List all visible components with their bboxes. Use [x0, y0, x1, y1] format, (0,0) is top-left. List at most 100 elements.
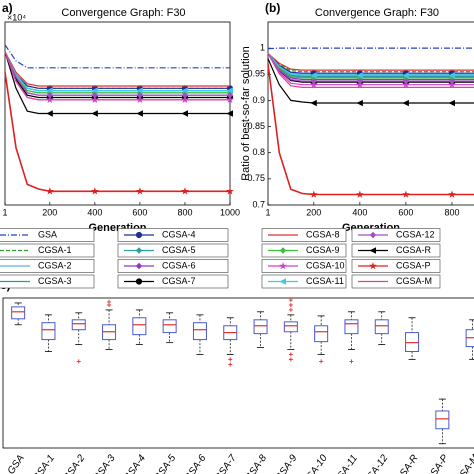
marker	[181, 92, 189, 99]
legend-entry-box	[117, 274, 229, 289]
marker	[279, 262, 287, 270]
x-tick-label: CGSA-9	[269, 453, 300, 474]
marker	[181, 110, 188, 117]
series-line	[267, 52, 474, 71]
marker	[91, 110, 98, 117]
marker	[136, 87, 143, 94]
outlier	[288, 357, 293, 362]
x-tick-label: CGSA-10	[296, 453, 330, 474]
outlier	[228, 357, 233, 362]
x-tick-label: CGSA-2	[57, 453, 88, 474]
plot-frame	[267, 21, 474, 206]
x-tick-label: CGSA-8	[239, 453, 270, 474]
box	[253, 319, 268, 335]
legend-entry-box	[117, 259, 229, 273]
marker	[402, 99, 409, 107]
legend-entry-box	[0, 243, 95, 258]
box	[192, 322, 207, 341]
outlier	[288, 307, 293, 312]
marker	[448, 72, 455, 79]
legend-label: CGSA-M	[396, 276, 432, 286]
outlier	[76, 359, 81, 364]
x-tick-label: GSA	[6, 453, 27, 474]
box	[283, 321, 298, 333]
legend-entry-box	[351, 228, 441, 242]
axis-multiplier: ×10⁴	[7, 12, 26, 22]
box	[41, 322, 56, 341]
marker	[46, 92, 54, 99]
legend-label: CGSA-10	[306, 260, 345, 270]
line-panel: (b) Convergence Graph: F30GenerationRatio…	[240, 1, 474, 234]
x-tick-label: 800	[177, 207, 192, 217]
box	[71, 319, 86, 331]
box	[162, 319, 177, 334]
marker	[226, 110, 233, 117]
marker	[181, 187, 189, 195]
x-tick-label: 400	[352, 207, 367, 217]
marker	[46, 87, 53, 94]
x-tick-label: 200	[306, 207, 321, 217]
panel-label: (b)	[265, 1, 280, 15]
x-tick-label: CGSA-5	[148, 453, 179, 474]
marker	[369, 262, 377, 270]
x-tick-label: CGSA-1	[27, 453, 57, 474]
x-tick-label: CGSA-4	[118, 453, 149, 474]
chart-title: Convergence Graph: F30	[315, 7, 439, 19]
marker	[310, 72, 317, 79]
y-tick-label: 0.95	[247, 69, 265, 79]
marker	[310, 99, 317, 107]
legend-label: CGSA-12	[396, 229, 435, 239]
marker	[310, 77, 318, 85]
marker	[448, 80, 456, 88]
legend-label: CGSA-4	[162, 229, 196, 239]
marker	[181, 87, 188, 94]
legend-label: CGSA-R	[396, 245, 432, 255]
x-tick-label: 1	[2, 207, 7, 217]
x-tick-label: 1	[265, 207, 270, 217]
y-tick-label: 0.85	[247, 121, 265, 131]
x-tick-label: CGSA-12	[357, 453, 391, 474]
marker	[310, 190, 318, 198]
legend-entry-box	[0, 259, 95, 273]
series-line	[4, 51, 230, 87]
marker	[448, 99, 455, 107]
legend-label: CGSA-7	[162, 276, 196, 286]
x-tick-label: 400	[87, 207, 102, 217]
marker	[356, 72, 363, 79]
y-tick-label: 0.75	[247, 173, 265, 183]
x-tick-label: 600	[398, 207, 413, 217]
marker	[448, 190, 456, 198]
x-tick-label: 600	[132, 207, 147, 217]
marker	[402, 190, 410, 198]
x-tick-label: 1000	[220, 207, 240, 217]
box	[314, 325, 329, 343]
box	[132, 317, 147, 336]
plot-frame	[2, 297, 474, 449]
marker	[356, 80, 364, 88]
x-tick-label: CGSA-P	[420, 453, 451, 474]
legend-label: CGSA-2	[38, 260, 72, 270]
marker	[279, 278, 286, 285]
panel-label: a)	[2, 1, 13, 15]
marker	[46, 187, 54, 195]
box-panel: c)GSACGSA-1CGSA-2CGSA-3CGSA-4CGSA-5CGSA-…	[0, 278, 474, 474]
marker	[448, 77, 456, 85]
outlier	[288, 302, 293, 307]
legend-entry-box	[351, 274, 441, 289]
legend-label: CGSA-9	[306, 245, 340, 255]
x-tick-label: CGSA-6	[178, 453, 209, 474]
x-tick-label: CGSA-3	[87, 453, 118, 474]
legend-label: GSA	[38, 229, 57, 239]
legend-entry-box	[117, 228, 229, 242]
marker	[135, 262, 143, 270]
outlier	[349, 359, 354, 364]
marker	[356, 190, 364, 198]
x-tick-label: 800	[444, 207, 459, 217]
x-tick-label: CGSA-7	[209, 453, 240, 474]
marker	[136, 187, 144, 195]
marker	[91, 187, 99, 195]
legend: GSA CGSA-1 CGSA-2 CGSA-3 CGSA-4 CGSA-5 CGSA-6 C…	[0, 228, 441, 289]
y-tick-label: 0.8	[252, 147, 265, 157]
